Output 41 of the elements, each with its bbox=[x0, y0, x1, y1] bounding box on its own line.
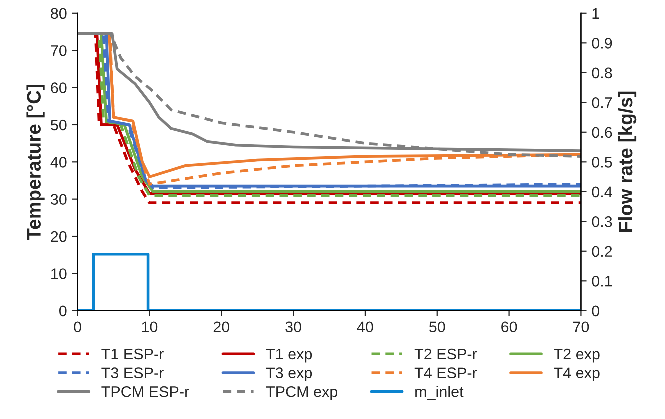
legend-label: T4 exp bbox=[554, 368, 600, 382]
y-tick-label: 70 bbox=[51, 45, 67, 56]
y2-tick-label: 0.2 bbox=[592, 246, 612, 258]
legend-label: T1 exp bbox=[266, 349, 312, 363]
x-tick-label: 40 bbox=[357, 322, 374, 333]
x-tick-label: 60 bbox=[502, 322, 518, 333]
x-tick-label: 30 bbox=[286, 322, 302, 333]
legend-label: TPCM ESP-r bbox=[102, 386, 190, 398]
legend-label: T4 ESP-r bbox=[414, 368, 478, 378]
y-axis-title: Temperature [°C] bbox=[26, 84, 45, 240]
y-tick-label: 40 bbox=[50, 157, 67, 168]
x-tick-label: 50 bbox=[429, 322, 446, 333]
y-tick-label: 10 bbox=[52, 268, 67, 280]
y-tick-label: 30 bbox=[50, 194, 67, 206]
y2-axis-title: Flow rate [kg/s] bbox=[618, 92, 637, 232]
legend-label: T1 ESP-r bbox=[102, 348, 164, 360]
y2-tick-label: 0.3 bbox=[592, 216, 612, 228]
x-tick-label: 20 bbox=[214, 322, 230, 333]
legend-label: T2 ESP-r bbox=[414, 348, 478, 360]
legend-label: T3 ESP-r bbox=[102, 368, 164, 378]
y2-tick-label: 0 bbox=[592, 306, 600, 317]
y2-tick-label: 0.6 bbox=[592, 127, 612, 138]
y2-tick-label: 0.1 bbox=[592, 276, 612, 287]
y2-tick-label: 1 bbox=[592, 8, 600, 19]
y-tick-label: 20 bbox=[51, 231, 67, 242]
legend-label: T2 exp bbox=[554, 348, 600, 363]
y-tick-label: 80 bbox=[51, 8, 67, 20]
x-tick-label: 10 bbox=[142, 322, 158, 333]
x-tick-label: 0 bbox=[74, 322, 82, 333]
y2-tick-label: 0.9 bbox=[592, 38, 612, 49]
y-tick-label: 0 bbox=[59, 306, 67, 317]
y2-tick-label: 0.4 bbox=[592, 186, 612, 198]
y2-tick-label: 0.7 bbox=[592, 98, 612, 108]
y2-tick-label: 0.5 bbox=[592, 157, 612, 168]
legend-label: TPCM exp bbox=[266, 386, 338, 400]
y-tick-label: 50 bbox=[51, 120, 67, 131]
legend-label: m_inlet bbox=[416, 386, 464, 400]
y-tick-label: 60 bbox=[51, 82, 67, 94]
x-tick-label: 70 bbox=[573, 322, 590, 333]
legend-label: T3 exp bbox=[266, 368, 312, 382]
y2-tick-label: 0.8 bbox=[592, 68, 612, 79]
